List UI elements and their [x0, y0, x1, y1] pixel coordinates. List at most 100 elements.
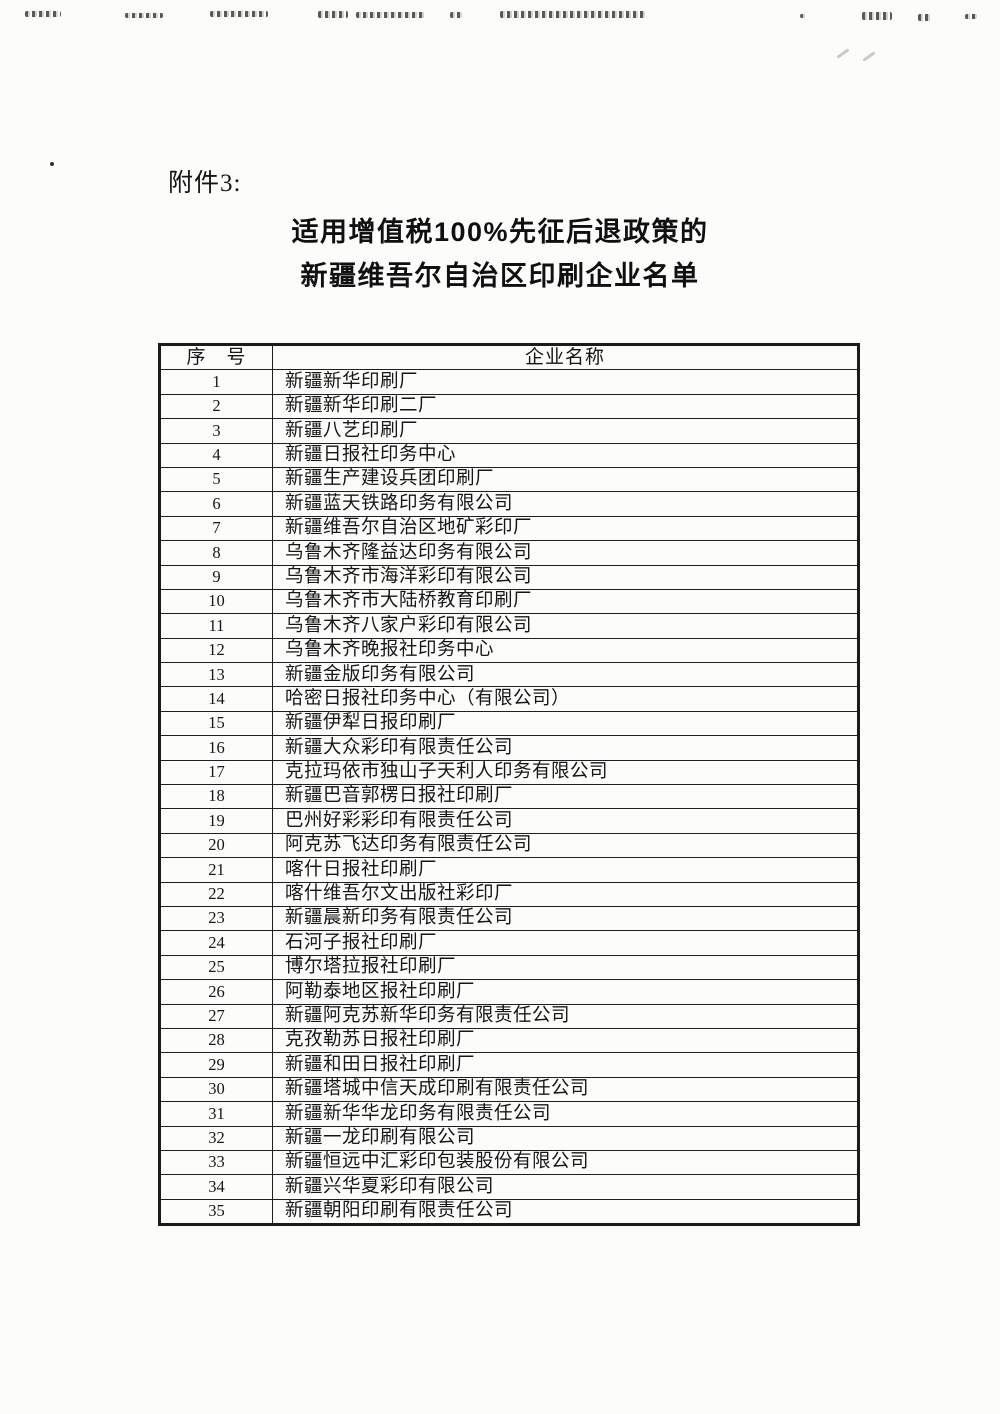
- scan-artifact: [125, 13, 163, 18]
- scan-artifact: [356, 12, 426, 18]
- table-row: 13 新疆金版印务有限公司: [159, 662, 859, 688]
- row-serial-number: 20: [159, 832, 273, 859]
- table-row: 16 新疆大众彩印有限责任公司: [159, 735, 859, 761]
- row-company-name: 阿勒泰地区报社印刷厂: [272, 979, 859, 1005]
- scan-artifact: [862, 51, 876, 62]
- row-serial-number: 35: [159, 1198, 273, 1226]
- row-serial-number: 27: [159, 1003, 273, 1029]
- row-serial-number: 6: [159, 491, 273, 517]
- table-row: 9 乌鲁木齐市海洋彩印有限公司: [159, 564, 859, 590]
- row-serial-number: 5: [159, 466, 273, 493]
- row-serial-number: 33: [159, 1149, 273, 1176]
- table-row: 27 新疆阿克苏新华印务有限责任公司: [159, 1003, 859, 1029]
- row-serial-number: 19: [159, 808, 273, 834]
- table-row: 25 博尔塔拉报社印刷厂: [159, 954, 859, 981]
- row-serial-number: 18: [159, 784, 273, 810]
- row-serial-number: 15: [159, 710, 273, 737]
- row-company-name: 新疆新华印刷厂: [272, 369, 859, 395]
- row-serial-number: 16: [159, 735, 273, 761]
- table-row: 20 阿克苏飞达印务有限责任公司: [159, 832, 859, 859]
- table-row: 26 阿勒泰地区报社印刷厂: [159, 979, 859, 1005]
- row-company-name: 阿克苏飞达印务有限责任公司: [272, 832, 859, 859]
- row-company-name: 乌鲁木齐隆益达印务有限公司: [272, 540, 859, 566]
- row-serial-number: 24: [159, 930, 273, 956]
- table-row: 24 石河子报社印刷厂: [159, 930, 859, 956]
- row-serial-number: 28: [159, 1027, 273, 1054]
- table-row: 29 新疆和田日报社印刷厂: [159, 1052, 859, 1078]
- row-company-name: 喀什日报社印刷厂: [272, 857, 859, 883]
- row-serial-number: 4: [159, 442, 273, 468]
- row-serial-number: 14: [159, 686, 273, 712]
- table-row: 31 新疆新华华龙印务有限责任公司: [159, 1101, 859, 1127]
- row-company-name: 哈密日报社印务中心（有限公司）: [272, 686, 859, 712]
- row-company-name: 新疆伊犁日报印刷厂: [272, 710, 859, 737]
- table-row: 18 新疆巴音郭楞日报社印刷厂: [159, 784, 859, 810]
- row-serial-number: 25: [159, 954, 273, 981]
- scan-artifact: [318, 11, 348, 18]
- table-row: 30 新疆塔城中信天成印刷有限责任公司: [159, 1076, 859, 1103]
- row-serial-number: 17: [159, 759, 273, 786]
- row-company-name: 巴州好彩彩印有限责任公司: [272, 808, 859, 834]
- table-row: 4 新疆日报社印务中心: [159, 442, 859, 468]
- row-serial-number: 9: [159, 564, 273, 590]
- table-row: 3 新疆八艺印刷厂: [159, 418, 859, 444]
- header-serial-number: 序 号: [159, 343, 273, 371]
- row-company-name: 喀什维吾尔文出版社彩印厂: [272, 881, 859, 907]
- row-company-name: 新疆塔城中信天成印刷有限责任公司: [272, 1076, 859, 1103]
- row-serial-number: 2: [159, 393, 273, 420]
- row-company-name: 克孜勒苏日报社印刷厂: [272, 1027, 859, 1054]
- table-row: 19 巴州好彩彩印有限责任公司: [159, 808, 859, 834]
- table-row: 17 克拉玛依市独山子天利人印务有限公司: [159, 759, 859, 786]
- row-serial-number: 7: [159, 515, 273, 542]
- row-serial-number: 3: [159, 418, 273, 444]
- table-row: 15 新疆伊犁日报印刷厂: [159, 710, 859, 737]
- row-company-name: 博尔塔拉报社印刷厂: [272, 954, 859, 981]
- row-serial-number: 29: [159, 1052, 273, 1078]
- row-company-name: 新疆大众彩印有限责任公司: [272, 735, 859, 761]
- row-company-name: 新疆蓝天铁路印务有限公司: [272, 491, 859, 517]
- scan-artifact: [836, 48, 850, 59]
- row-serial-number: 32: [159, 1125, 273, 1151]
- company-table-body: 1 新疆新华印刷厂 2 新疆新华印刷二厂 3 新疆八艺印刷厂 4 新疆日报社印务中心 5 新疆生产…: [159, 369, 859, 1226]
- table-row: 2 新疆新华印刷二厂: [159, 393, 859, 420]
- table-row: 12 乌鲁木齐晚报社印务中心: [159, 637, 859, 664]
- row-company-name: 乌鲁木齐市海洋彩印有限公司: [272, 564, 859, 590]
- row-company-name: 新疆和田日报社印刷厂: [272, 1052, 859, 1078]
- scan-artifact: [862, 12, 892, 20]
- row-serial-number: 1: [159, 369, 273, 395]
- scan-artifact: [800, 14, 806, 18]
- row-serial-number: 13: [159, 662, 273, 688]
- row-company-name: 新疆朝阳印刷有限责任公司: [272, 1198, 859, 1226]
- row-company-name: 新疆日报社印务中心: [272, 442, 859, 468]
- table-row: 6 新疆蓝天铁路印务有限公司: [159, 491, 859, 517]
- table-row: 1 新疆新华印刷厂: [159, 369, 859, 395]
- scan-artifact: [25, 11, 61, 17]
- document-title-line2: 新疆维吾尔自治区印刷企业名单: [300, 261, 700, 291]
- row-company-name: 乌鲁木齐八家户彩印有限公司: [272, 613, 859, 639]
- attachment-label: 附件3:: [168, 170, 242, 197]
- table-row: 8 乌鲁木齐隆益达印务有限公司: [159, 540, 859, 566]
- row-serial-number: 31: [159, 1101, 273, 1127]
- scan-artifact: [918, 14, 932, 21]
- row-company-name: 新疆阿克苏新华印务有限责任公司: [272, 1003, 859, 1029]
- row-serial-number: 10: [159, 588, 273, 615]
- table-row: 22 喀什维吾尔文出版社彩印厂: [159, 881, 859, 907]
- table-row: 7 新疆维吾尔自治区地矿彩印厂: [159, 515, 859, 542]
- row-serial-number: 30: [159, 1076, 273, 1103]
- table-row: 33 新疆恒远中汇彩印包装股份有限公司: [159, 1149, 859, 1176]
- document-title-line1: 适用增值税100%先征后退政策的: [291, 217, 709, 247]
- row-company-name: 新疆新华印刷二厂: [272, 393, 859, 420]
- company-table: 序 号 企业名称 1 新疆新华印刷厂 2 新疆新华印刷二厂 3 新疆八艺印刷厂 4 新疆日报社…: [158, 343, 860, 1227]
- table-row: 10 乌鲁木齐市大陆桥教育印刷厂: [159, 588, 859, 615]
- table-row: 5 新疆生产建设兵团印刷厂: [159, 466, 859, 493]
- table-row: 32 新疆一龙印刷有限公司: [159, 1125, 859, 1151]
- row-serial-number: 23: [159, 905, 273, 932]
- row-company-name: 新疆维吾尔自治区地矿彩印厂: [272, 515, 859, 542]
- row-company-name: 新疆一龙印刷有限公司: [272, 1125, 859, 1151]
- table-row: 34 新疆兴华夏彩印有限公司: [159, 1174, 859, 1200]
- table-row: 21 喀什日报社印刷厂: [159, 857, 859, 883]
- row-serial-number: 22: [159, 881, 273, 907]
- row-company-name: 新疆生产建设兵团印刷厂: [272, 466, 859, 493]
- row-serial-number: 12: [159, 637, 273, 664]
